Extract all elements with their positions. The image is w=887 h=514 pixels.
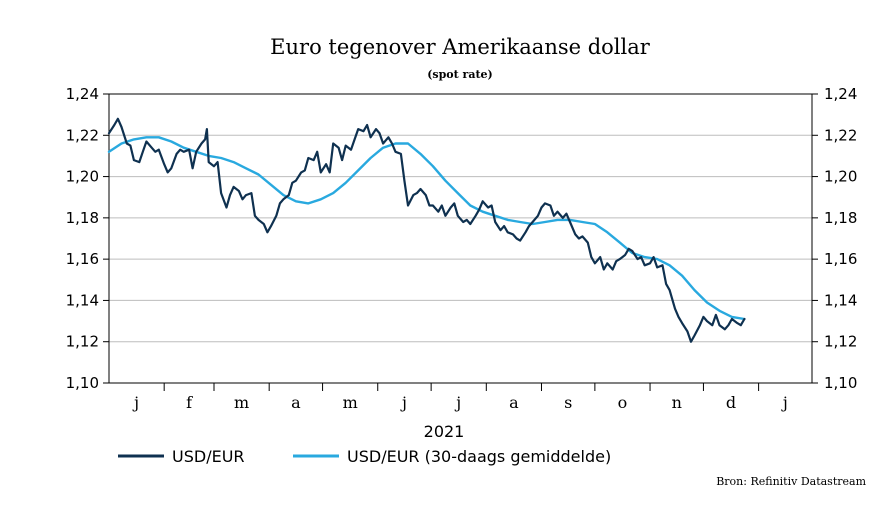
x-tick-label: a — [291, 393, 301, 412]
legend-label-usd-eur-30d: USD/EUR (30-daags gemiddelde) — [347, 447, 611, 466]
chart-title: Euro tegenover Amerikaanse dollar — [270, 35, 651, 59]
x-tick-label: m — [234, 393, 249, 412]
x-tick-label: j — [132, 393, 139, 412]
y-tick-label-right: 1,16 — [824, 250, 857, 268]
legend-label-usd-eur: USD/EUR — [172, 447, 245, 466]
source-note: Bron: Refinitiv Datastream — [716, 475, 866, 488]
x-tick-label: n — [672, 393, 682, 412]
y-tick-label-left: 1,10 — [66, 374, 99, 392]
y-axis-right: 1,10 1,12 1,14 1,16 1,18 1,20 1,22 1,24 — [812, 85, 857, 392]
series-line-usd-eur — [107, 117, 746, 343]
legend: USD/EUR USD/EUR (30-daags gemiddelde) — [118, 447, 611, 466]
series-layer — [107, 117, 746, 343]
x-tick-label: s — [564, 393, 572, 412]
series-line-usd-eur-30d — [107, 136, 746, 321]
y-tick-label-right: 1,20 — [824, 168, 857, 186]
gridlines — [109, 134, 812, 343]
y-tick-label-left: 1,18 — [66, 209, 99, 227]
y-tick-label-right: 1,24 — [824, 85, 857, 103]
y-tick-label-left: 1,14 — [66, 291, 99, 309]
y-axis-left: 1,10 1,12 1,14 1,16 1,18 1,20 1,22 1,24 — [66, 85, 109, 392]
x-tick-label: f — [186, 393, 193, 412]
y-tick-label-right: 1,22 — [824, 126, 857, 144]
plot-frame — [108, 93, 813, 384]
y-tick-label-left: 1,20 — [66, 168, 99, 186]
x-tick-label: j — [400, 393, 407, 412]
y-tick-label-left: 1,12 — [66, 333, 99, 351]
chart-subtitle: (spot rate) — [427, 68, 493, 81]
y-tick-label-right: 1,14 — [824, 291, 857, 309]
y-tick-label-left: 1,22 — [66, 126, 99, 144]
y-tick-label-left: 1,16 — [66, 250, 99, 268]
y-tick-label-left: 1,24 — [66, 85, 99, 103]
x-axis-label: 2021 — [424, 422, 465, 441]
x-tick-label: a — [509, 393, 519, 412]
x-tick-label: j — [781, 393, 788, 412]
x-tick-label: d — [726, 393, 736, 412]
x-tick-label: o — [618, 393, 628, 412]
y-tick-label-right: 1,12 — [824, 333, 857, 351]
x-tick-label: j — [454, 393, 461, 412]
y-tick-label-right: 1,18 — [824, 209, 857, 227]
y-tick-label-right: 1,10 — [824, 374, 857, 392]
x-tick-label: m — [343, 393, 358, 412]
